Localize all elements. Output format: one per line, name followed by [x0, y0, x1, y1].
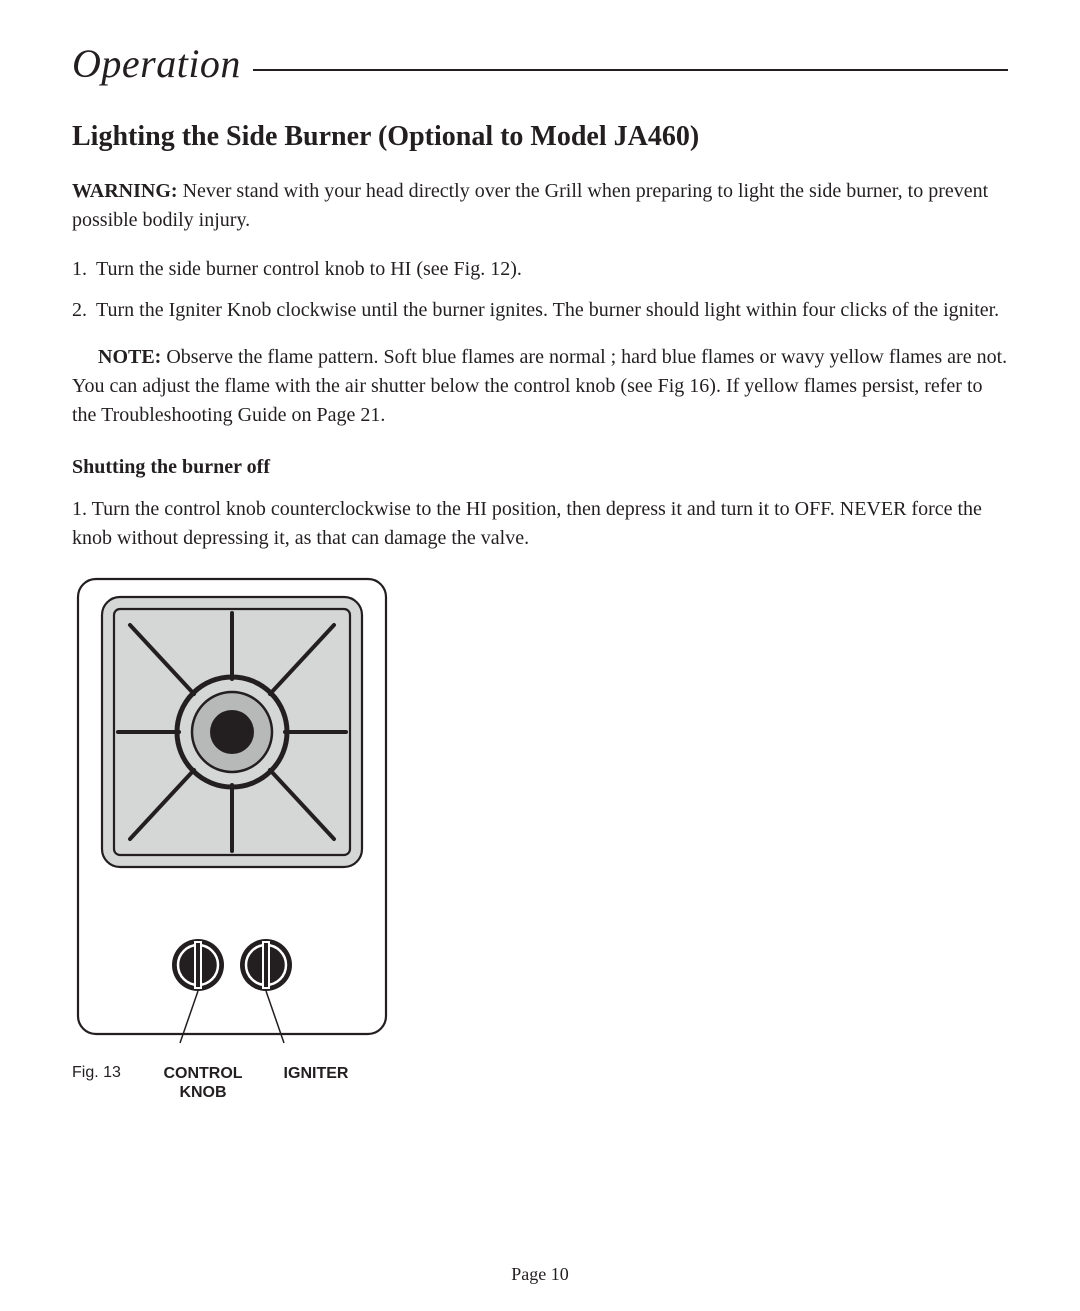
section-header: Operation — [72, 40, 1008, 87]
list-number: 1. — [72, 255, 96, 284]
figure-number: Fig. 13 — [72, 1064, 158, 1082]
header-title: Operation — [72, 40, 241, 87]
note-text: Observe the flame pattern. Soft blue fla… — [72, 346, 1007, 426]
figure-13: Fig. 13 CONTROL KNOB IGNITER — [72, 573, 1008, 1102]
subsection-title: Shutting the burner off — [72, 456, 1008, 479]
warning-label: WARNING: — [72, 180, 178, 202]
page-number: Page 10 — [0, 1264, 1080, 1285]
list-text: Turn the side burner control knob to HI … — [96, 255, 1008, 284]
figure-labels: CONTROL KNOB IGNITER — [158, 1064, 356, 1102]
shutoff-paragraph: 1. Turn the control knob counterclockwis… — [72, 495, 1008, 553]
igniter-label: IGNITER — [276, 1064, 356, 1102]
figure-caption-row: Fig. 13 CONTROL KNOB IGNITER — [72, 1064, 1008, 1102]
section-title: Lighting the Side Burner (Optional to Mo… — [72, 121, 1008, 153]
control-knob-label: CONTROL KNOB — [158, 1064, 248, 1102]
note-paragraph: NOTE: Observe the flame pattern. Soft bl… — [72, 343, 1008, 430]
manual-page: Operation Lighting the Side Burner (Opti… — [0, 0, 1080, 1311]
steps-list: 1. Turn the side burner control knob to … — [72, 255, 1008, 325]
burner-diagram-icon — [72, 573, 392, 1053]
note-label: NOTE: — [98, 346, 161, 368]
list-number: 2. — [72, 296, 96, 325]
horizontal-rule — [253, 69, 1008, 71]
warning-text: Never stand with your head directly over… — [72, 180, 988, 231]
list-item: 2. Turn the Igniter Knob clockwise until… — [72, 296, 1008, 325]
list-item: 1. Turn the side burner control knob to … — [72, 255, 1008, 284]
list-text: Turn the Igniter Knob clockwise until th… — [96, 296, 1008, 325]
warning-paragraph: WARNING: Never stand with your head dire… — [72, 177, 1008, 235]
